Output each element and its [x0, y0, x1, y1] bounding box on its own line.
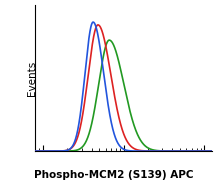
Y-axis label: Events: Events: [27, 61, 37, 96]
Text: Phospho-MCM2 (S139) APC: Phospho-MCM2 (S139) APC: [34, 170, 194, 180]
